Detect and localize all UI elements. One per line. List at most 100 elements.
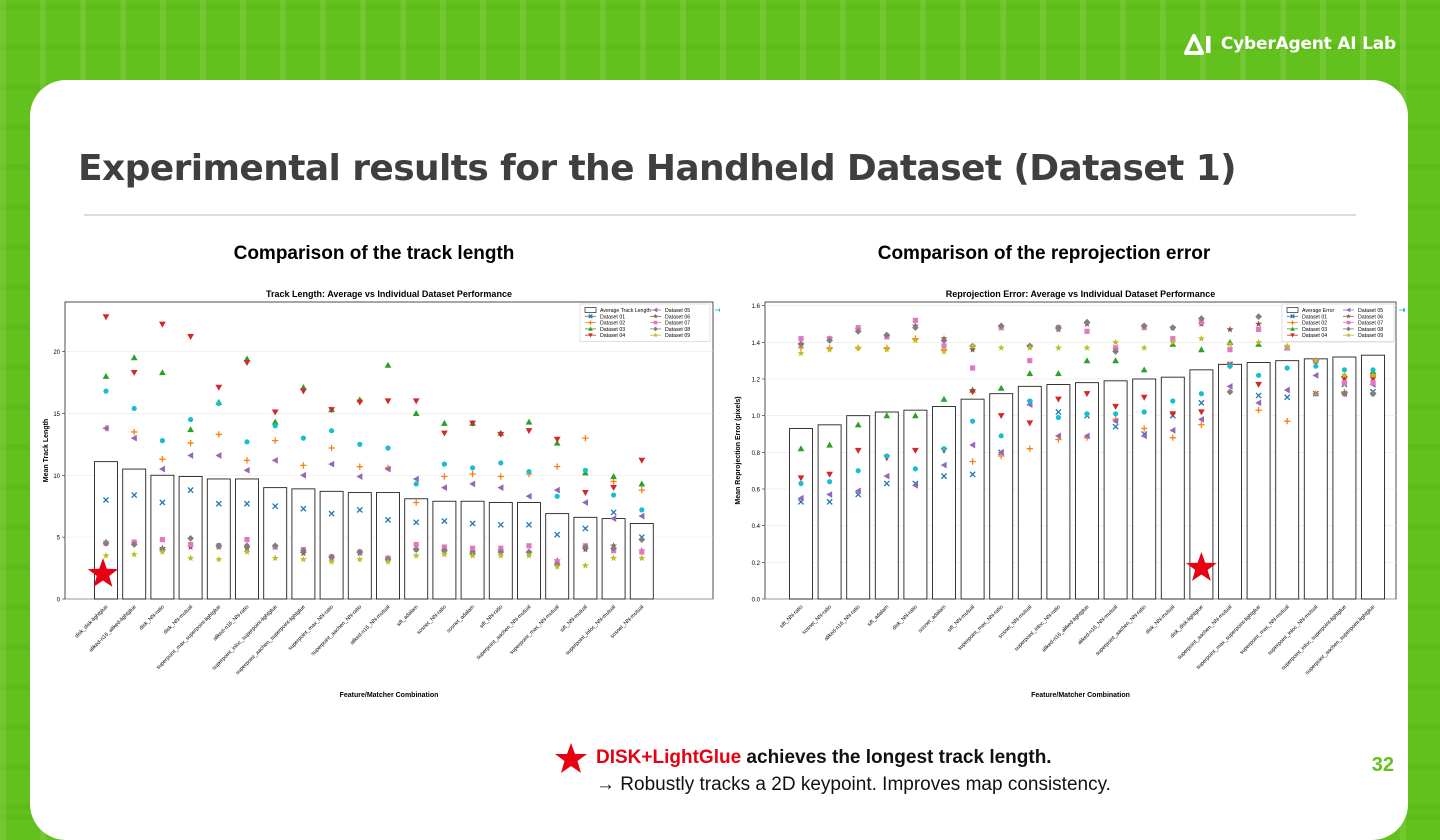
data-point [187,487,194,494]
legend-label: Dataset 08 [1358,327,1383,333]
data-point [441,473,448,480]
data-point [159,321,166,328]
data-point [1341,380,1347,386]
data-point [328,460,335,468]
data-point [639,549,645,555]
data-point [243,360,251,367]
data-point [102,552,110,559]
data-point [1083,391,1091,398]
data-point [384,361,392,368]
legend-marker [1346,313,1351,319]
data-point [243,548,251,555]
data-point [470,545,476,551]
bar [629,523,654,600]
data-point [357,441,363,447]
data-point [1084,328,1090,334]
data-point [1312,390,1319,397]
legend-label: Dataset 09 [1358,333,1383,339]
legend-marker [1290,333,1295,338]
y-tick-label: 20 [53,350,60,356]
data-point [131,428,138,436]
x-tick-label: disk_NN-ratio [138,604,165,631]
highlight-star-icon [1186,552,1217,581]
data-point [1369,390,1377,398]
legend-marker [1290,326,1295,331]
data-point [638,457,646,464]
legend-marker [1290,314,1295,319]
data-point [1140,344,1148,351]
data-point [130,354,138,361]
data-point [1170,336,1176,342]
legend-marker [653,307,658,313]
data-point [883,480,890,487]
data-point [582,489,589,496]
legend-label: Dataset 07 [665,321,690,327]
data-point [1283,386,1290,394]
data-point [384,398,392,405]
star-icon [555,743,587,773]
data-point [271,542,279,550]
data-point [970,365,976,371]
data-point [526,468,532,475]
data-point [826,471,833,478]
data-point [940,461,947,469]
data-point [1169,426,1176,434]
data-point [272,437,279,444]
x-tick-label: sosnet_NN-ratio [416,604,448,636]
x-tick-label: superpoint_max_NN-mutual [509,604,561,656]
data-point [1140,432,1147,440]
x-tick-label: sift_NN-ratio [779,604,804,629]
data-point [413,519,420,526]
legend-swatch [584,307,597,313]
bar [376,492,400,600]
data-point [188,416,194,423]
x-axis-label: Feature/Matcher Combination [340,692,439,699]
data-point [1026,370,1034,377]
data-point [300,471,306,479]
data-point [1198,421,1205,428]
data-point [412,475,419,483]
y-tick-label: 1.6 [752,304,761,310]
data-point [469,470,476,478]
data-point [300,388,307,395]
legend-label: Average Error [1302,308,1334,314]
data-point [854,447,862,454]
bar [319,490,344,600]
bar [347,492,372,600]
legend-label: Dataset 09 [665,333,690,339]
x-tick-label: sosnet_NN-ratio [801,604,833,636]
highlight-star-icon [87,558,119,587]
data-point [356,473,363,480]
data-point [328,407,335,414]
data-point [441,544,447,550]
data-point [1227,347,1233,353]
legend-label: Dataset 01 [1302,314,1327,320]
data-point [1255,399,1262,407]
data-point [412,552,420,559]
data-point [497,521,504,528]
data-point [187,426,194,433]
data-point [826,441,833,448]
data-point [1112,403,1119,410]
data-point [158,548,166,555]
data-point [911,336,919,344]
data-point [1313,363,1319,369]
data-point [1198,346,1205,353]
data-point [469,420,476,427]
data-point [912,317,918,323]
data-point [1055,414,1061,421]
bar [206,478,231,600]
data-point [103,388,109,394]
data-point [102,539,110,547]
data-point [998,433,1004,439]
data-point [883,331,891,339]
data-point [1312,357,1320,364]
bar [1189,369,1214,600]
data-point [412,398,420,405]
data-point [188,541,194,548]
data-point [1227,363,1233,369]
data-point [441,461,447,467]
data-point [300,505,307,512]
data-point [854,344,862,351]
legend-label: Dataset 05 [665,308,690,314]
